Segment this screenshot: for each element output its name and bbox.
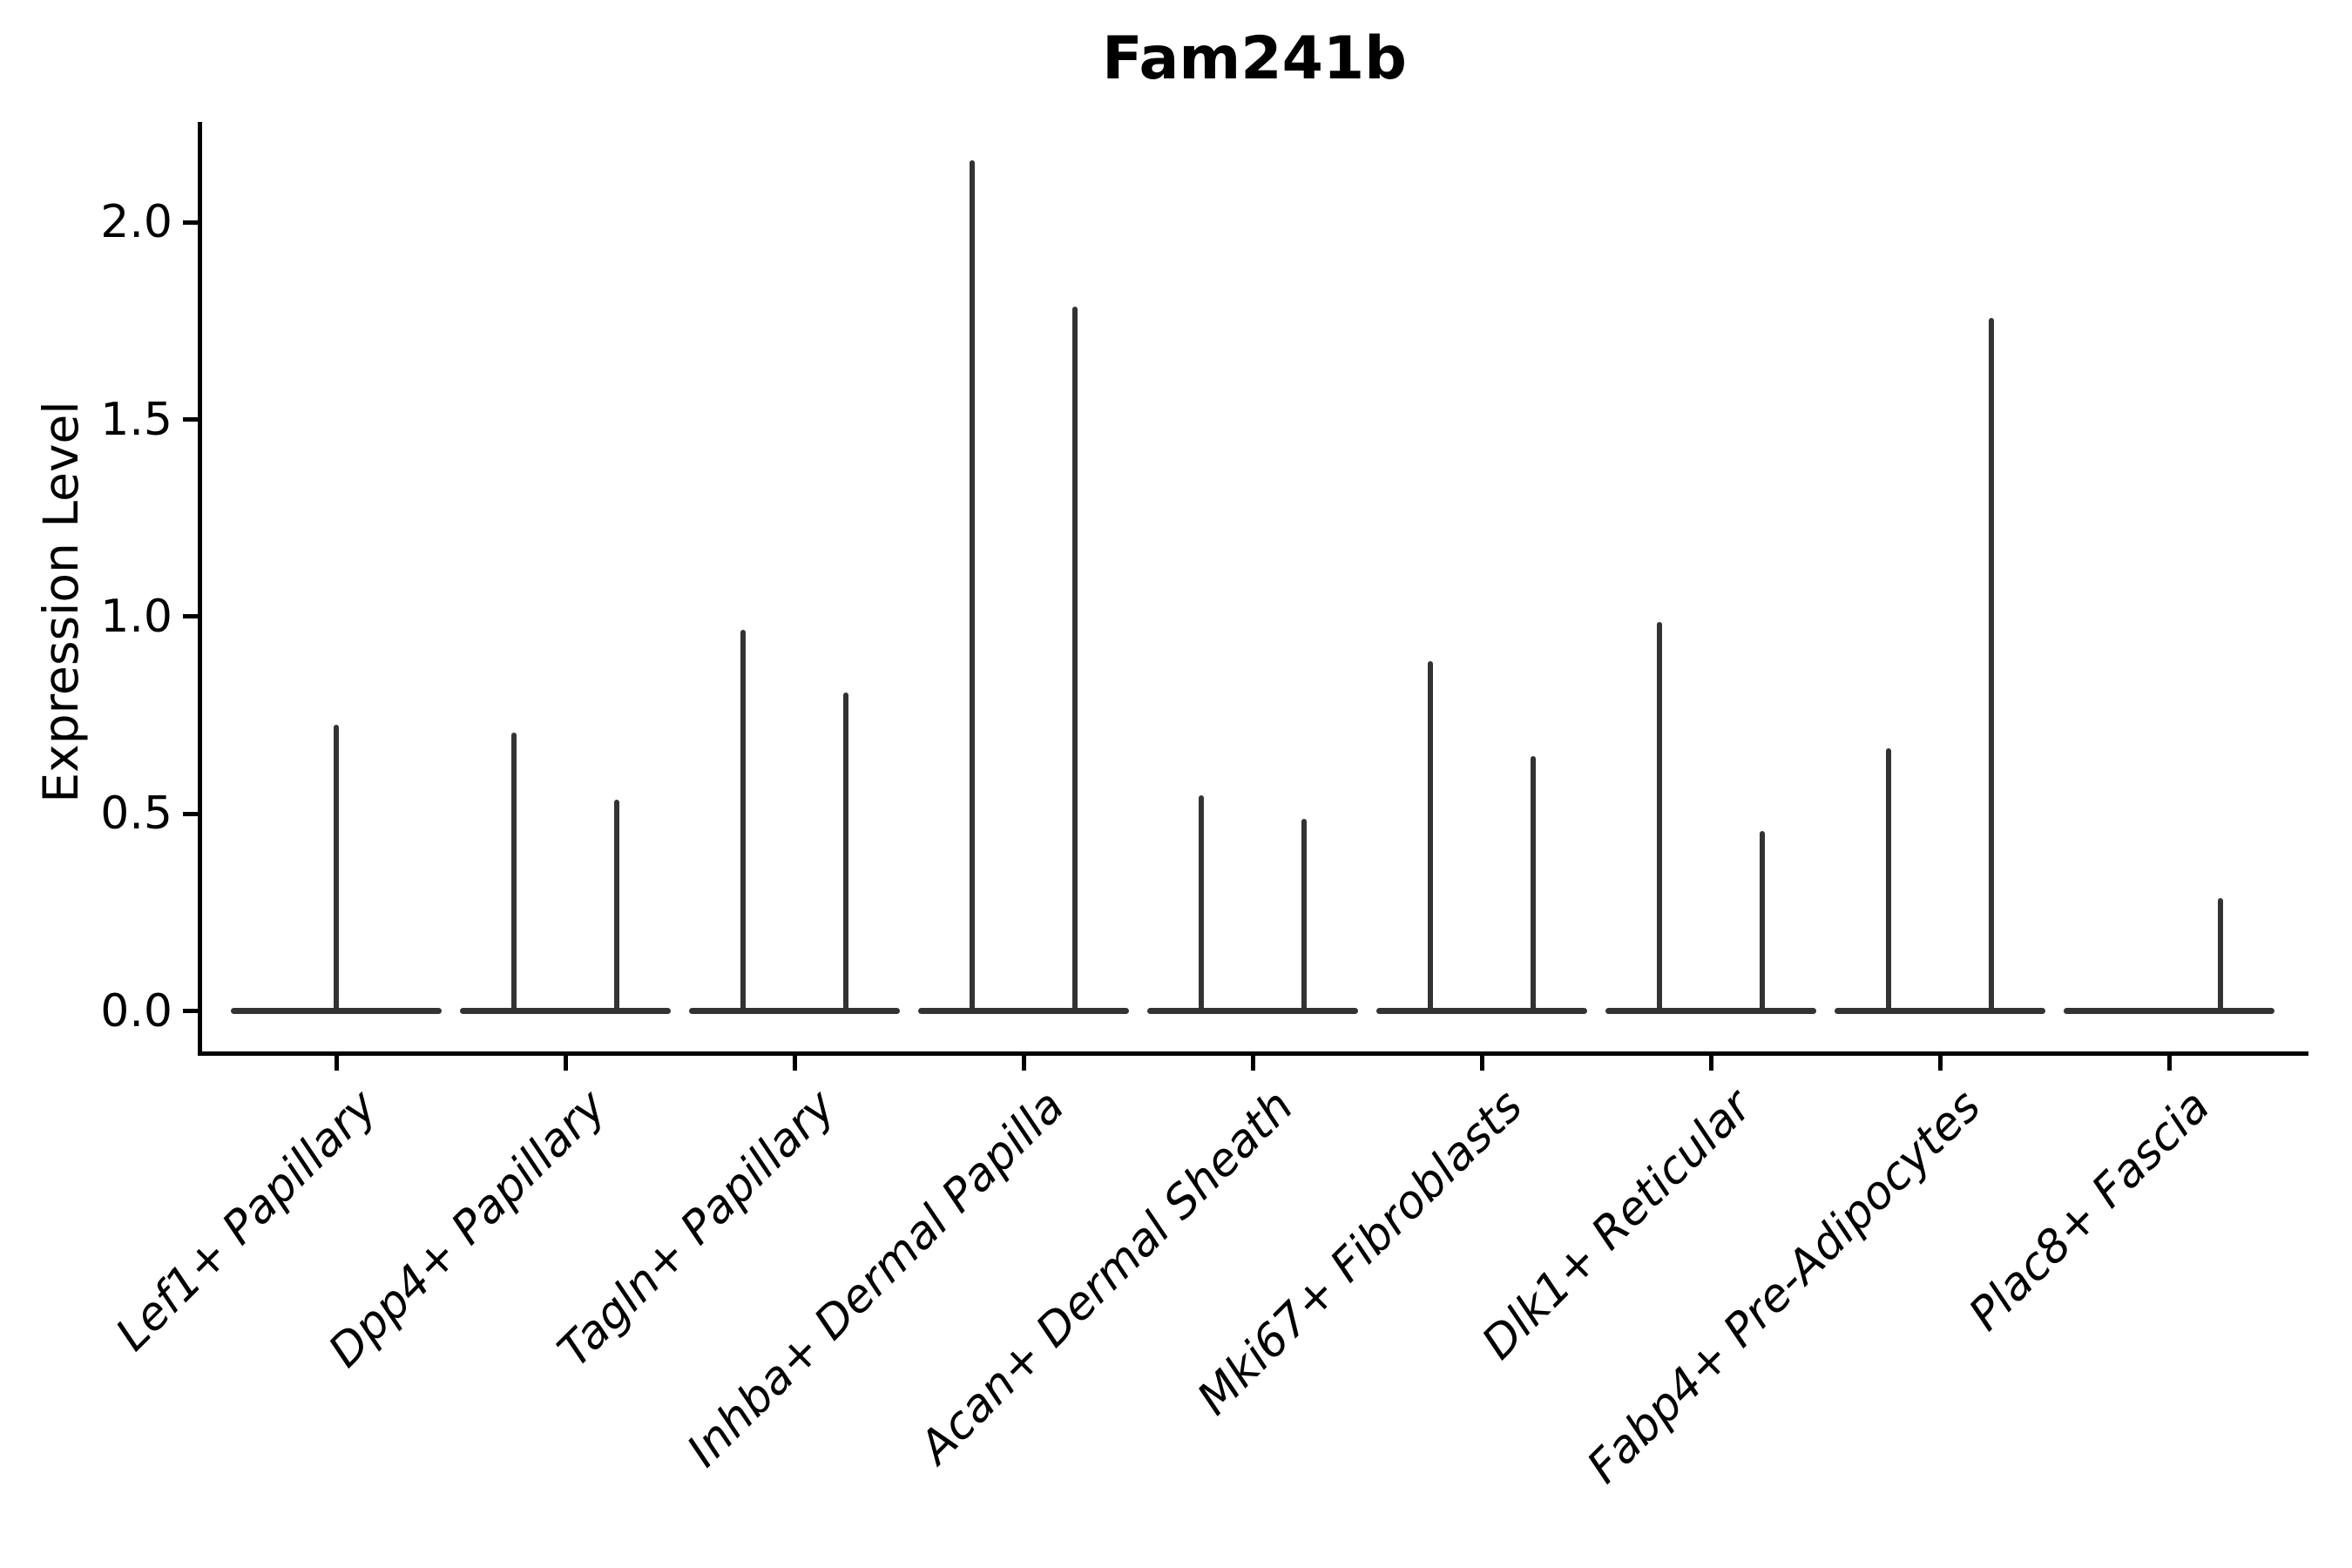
violin-spike (1072, 306, 1078, 1014)
y-tick-label: 2.0 (100, 196, 172, 249)
y-axis-spine (198, 122, 202, 1056)
y-tick-label: 1.0 (100, 590, 172, 643)
violin-spike (1301, 819, 1308, 1014)
violin-spike (1885, 747, 1891, 1014)
chart-title: Fam241b (1102, 24, 1407, 93)
y-tick-mark (183, 1009, 198, 1013)
x-axis-spine (198, 1051, 2308, 1056)
violin-spike (843, 693, 849, 1014)
violin-spike (1427, 661, 1433, 1014)
x-tick-mark (563, 1056, 568, 1071)
violin-body-bar (460, 1008, 671, 1014)
x-tick-mark (2166, 1056, 2172, 1071)
violin-spike (614, 799, 620, 1014)
y-tick-label: 0.5 (100, 787, 172, 841)
violin-spike (969, 160, 975, 1014)
violin-spike (1656, 621, 1662, 1014)
violin-body-bar (689, 1008, 900, 1014)
x-tick-mark (1937, 1056, 1943, 1071)
violin-spike (1198, 795, 1204, 1014)
y-tick-mark (183, 220, 198, 225)
y-tick-label: 0.0 (100, 984, 172, 1037)
y-tick-mark (183, 811, 198, 816)
violin-body-bar (2064, 1008, 2274, 1014)
x-tick-mark (1708, 1056, 1713, 1071)
x-tick-mark (1021, 1056, 1026, 1071)
violin-spike (1531, 755, 1537, 1014)
x-tick-mark (1250, 1056, 1255, 1071)
y-tick-mark (183, 417, 198, 422)
violin-spike (510, 732, 517, 1014)
violin-spike (1989, 318, 1995, 1014)
violin-spike (1760, 830, 1766, 1014)
violin-body-bar (1605, 1008, 1816, 1014)
violin-spike (740, 630, 746, 1014)
violin-spike (334, 724, 339, 1014)
violin-body-bar (918, 1008, 1129, 1014)
x-tick-mark (1479, 1056, 1484, 1071)
y-tick-label: 1.5 (100, 393, 172, 446)
violin-spike (2218, 897, 2224, 1014)
x-tick-mark (792, 1056, 797, 1071)
y-tick-mark (183, 614, 198, 619)
violin-body-bar (1835, 1008, 2045, 1014)
violin-body-bar (1147, 1008, 1358, 1014)
violin-body-bar (1376, 1008, 1587, 1014)
x-tick-mark (334, 1056, 339, 1071)
